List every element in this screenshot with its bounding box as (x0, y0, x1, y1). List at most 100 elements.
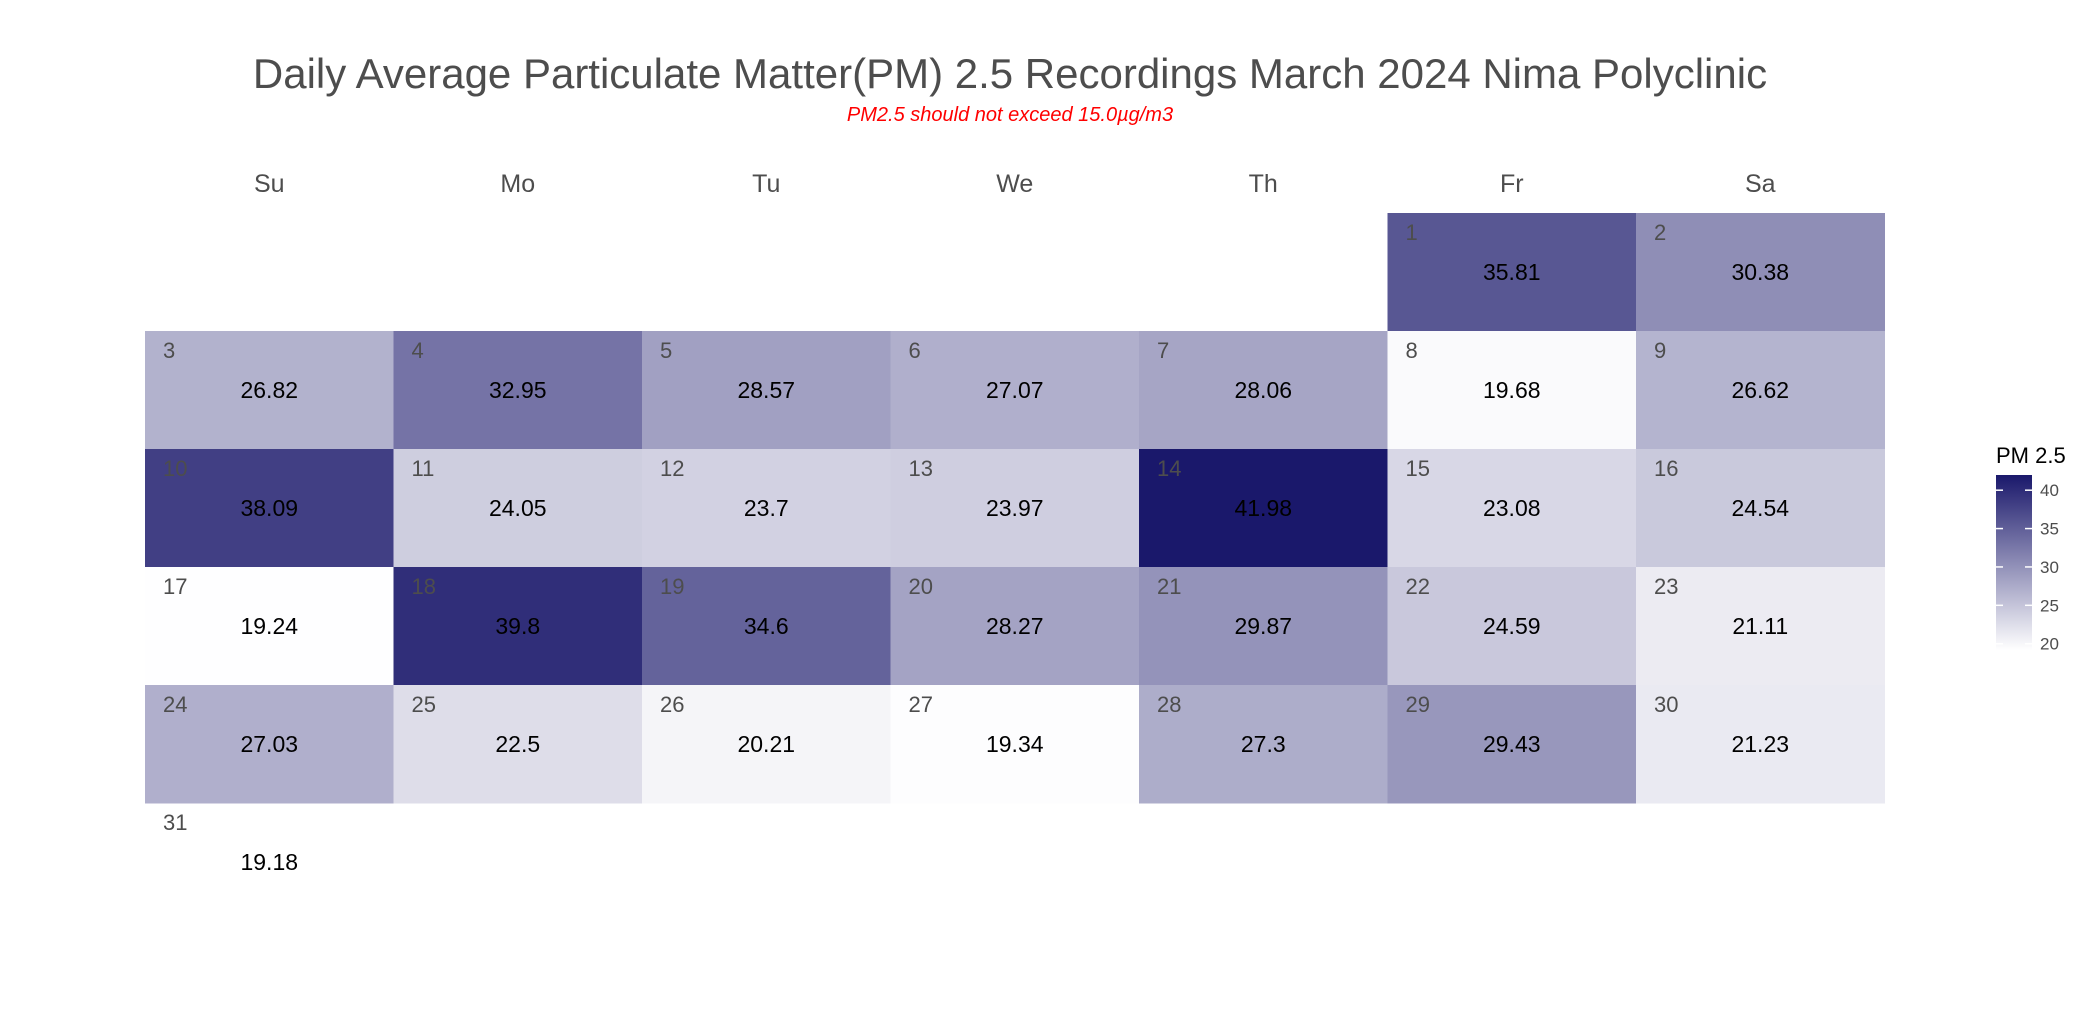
day-cell: 10 38.09 (145, 449, 394, 568)
day-cell-fill (1636, 213, 1885, 332)
day-cell: 29 29.43 (1387, 685, 1637, 804)
day-number: 16 (1654, 456, 1678, 481)
day-number: 7 (1157, 338, 1169, 363)
day-cell-fill (1139, 331, 1388, 450)
day-number: 4 (412, 338, 424, 363)
day-cell-fill (1636, 567, 1885, 686)
day-number: 13 (909, 456, 933, 481)
day-number: 14 (1157, 456, 1181, 481)
weekday-label-sa: Sa (1745, 170, 1776, 198)
day-value-label: 30.38 (1731, 259, 1789, 285)
day-value-label: 28.06 (1234, 377, 1292, 403)
day-number: 19 (660, 574, 684, 599)
day-cell-fill (1387, 331, 1637, 450)
day-number: 21 (1157, 574, 1181, 599)
day-cell: 24 27.03 (145, 685, 394, 804)
day-number: 8 (1406, 338, 1418, 363)
day-number: 12 (660, 456, 684, 481)
day-cell-fill (393, 331, 643, 450)
day-cell-fill (145, 567, 394, 686)
day-cell-fill (890, 567, 1140, 686)
day-cell: 20 28.27 (890, 567, 1140, 686)
weekday-label-we: We (996, 170, 1033, 198)
day-value-label: 24.54 (1731, 495, 1789, 521)
day-cell-fill (145, 685, 394, 804)
day-cell: 26 20.21 (642, 685, 891, 804)
day-cell-fill (890, 685, 1140, 804)
weekday-label-tu: Tu (752, 170, 780, 198)
day-value-label: 24.05 (489, 495, 547, 521)
day-number: 18 (412, 574, 436, 599)
day-cell: 15 23.08 (1387, 449, 1637, 568)
day-cell-fill (393, 449, 643, 568)
day-number: 17 (163, 574, 187, 599)
day-number: 24 (163, 692, 187, 717)
legend-tick-label: 35 (2040, 520, 2059, 539)
day-number: 2 (1654, 220, 1666, 245)
day-number: 9 (1654, 338, 1666, 363)
day-number: 27 (909, 692, 933, 717)
day-cell-fill (1636, 449, 1885, 568)
day-cell-fill (145, 449, 394, 568)
day-value-label: 21.23 (1731, 731, 1789, 757)
day-value-label: 28.27 (986, 613, 1044, 639)
day-value-label: 26.82 (240, 377, 298, 403)
day-cell-fill (1139, 567, 1388, 686)
day-number: 28 (1157, 692, 1181, 717)
weekday-label-mo: Mo (500, 170, 535, 198)
day-cell-fill (1387, 685, 1637, 804)
calendar-grid: 135.81230.38326.82432.95528.57627.07728.… (145, 213, 1885, 875)
legend-colorbar (1996, 475, 2032, 650)
day-cell: 28 27.3 (1139, 685, 1388, 804)
day-value-label: 19.34 (986, 731, 1044, 757)
day-number: 11 (412, 456, 435, 481)
day-value-label: 27.3 (1241, 731, 1286, 757)
day-number: 10 (163, 456, 187, 481)
day-value-label: 23.97 (986, 495, 1044, 521)
day-value-label: 29.87 (1234, 613, 1292, 639)
day-cell: 528.57 (642, 331, 891, 450)
day-value-label: 19.18 (240, 849, 298, 875)
day-cell: 326.82 (145, 331, 394, 450)
day-number: 22 (1406, 574, 1430, 599)
day-value-label: 34.6 (744, 613, 789, 639)
day-number: 31 (163, 810, 187, 835)
day-value-label: 24.59 (1483, 613, 1541, 639)
weekday-label-fr: Fr (1500, 170, 1524, 198)
day-cell-fill (890, 331, 1140, 450)
legend-tick-label: 25 (2040, 596, 2059, 615)
day-cell: 16 24.54 (1636, 449, 1885, 568)
day-cell-fill (890, 449, 1140, 568)
day-cell: 135.81 (1387, 213, 1637, 332)
day-cell: 17 19.24 (145, 567, 394, 686)
day-value-label: 32.95 (489, 377, 547, 403)
day-value-label: 38.09 (240, 495, 298, 521)
day-number: 23 (1654, 574, 1678, 599)
day-cell-fill (145, 331, 394, 450)
day-cell: 12 23.7 (642, 449, 891, 568)
legend-tick-label: 30 (2040, 558, 2059, 577)
day-value-label: 35.81 (1483, 259, 1541, 285)
day-cell: 22 24.59 (1387, 567, 1637, 686)
day-number: 3 (163, 338, 175, 363)
day-value-label: 19.68 (1483, 377, 1541, 403)
legend-tick-label: 20 (2040, 635, 2059, 654)
day-number: 5 (660, 338, 672, 363)
day-cell-fill (393, 567, 643, 686)
day-value-label: 22.5 (495, 731, 540, 757)
day-value-label: 29.43 (1483, 731, 1541, 757)
day-cell-fill (393, 685, 643, 804)
day-cell: 19 34.6 (642, 567, 891, 686)
day-cell: 18 39.8 (393, 567, 643, 686)
day-cell-fill (642, 449, 891, 568)
day-cell-fill (1387, 567, 1637, 686)
day-cell: 30 21.23 (1636, 685, 1885, 804)
chart-subtitle: PM2.5 should not exceed 15.0µg/m3 (847, 104, 1173, 126)
day-cell: 926.62 (1636, 331, 1885, 450)
day-value-label: 39.8 (495, 613, 540, 639)
day-cell-fill (1139, 685, 1388, 804)
day-cell: 432.95 (393, 331, 643, 450)
weekday-headers: Su Mo Tu We Th Fr Sa (254, 170, 1776, 198)
day-number: 20 (909, 574, 933, 599)
